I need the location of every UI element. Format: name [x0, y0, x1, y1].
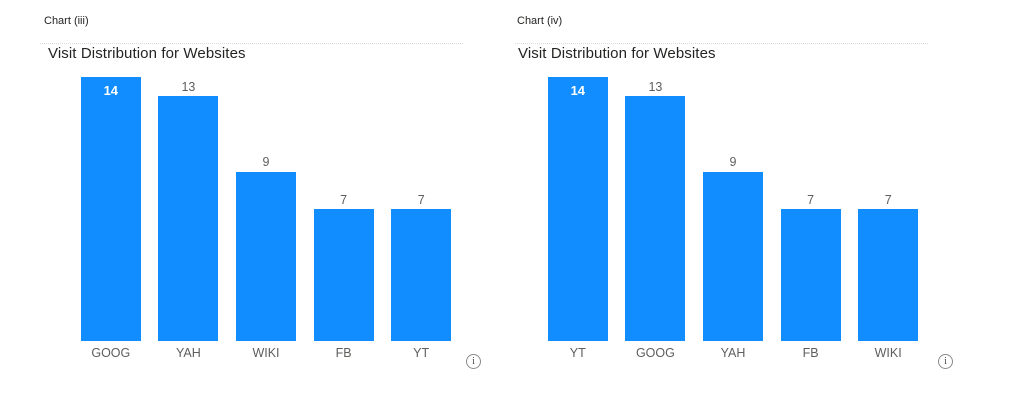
bar-wiki[interactable] — [235, 171, 296, 341]
bar-slot-goog: 14 — [72, 68, 150, 341]
info-icon[interactable]: i — [466, 354, 481, 369]
bar-goog[interactable]: 14 — [80, 77, 141, 341]
bar-wiki[interactable] — [858, 209, 919, 341]
x-axis-label-wiki: WIKI — [874, 346, 902, 360]
data-label: 14 — [103, 83, 119, 99]
bar-slot-goog: 13 — [617, 68, 695, 341]
chart-iii-title: Visit Distribution for Websites — [48, 45, 246, 62]
bar-fb[interactable] — [313, 209, 374, 341]
x-axis-label-goog: GOOG — [635, 346, 675, 360]
bar-goog[interactable] — [625, 96, 686, 341]
chart-iv-caption: Chart (iv) — [517, 15, 563, 27]
bar-fb[interactable] — [780, 209, 841, 341]
bar-yah[interactable] — [702, 171, 763, 341]
bar-slot-yah: 13 — [150, 68, 228, 341]
bar-slot-yah: 9 — [694, 68, 772, 341]
x-axis-label-wiki: WIKI — [252, 346, 280, 360]
data-label: 7 — [807, 192, 815, 207]
data-label: 7 — [340, 192, 348, 207]
chart-iv-plot-area: 14 13 9 7 7 — [539, 68, 927, 341]
bar-slot-wiki: 9 — [227, 68, 305, 341]
bar-slot-yt: 14 — [539, 68, 617, 341]
bar-yah[interactable] — [158, 96, 219, 341]
bar-slot-wiki: 7 — [849, 68, 927, 341]
x-axis-label-yt: YT — [413, 346, 430, 360]
chart-iii-plot-area: 14 13 9 7 7 — [72, 68, 460, 341]
data-label: 7 — [417, 192, 425, 207]
bar-slot-fb: 7 — [772, 68, 850, 341]
chart-iv-x-axis: YT GOOG YAH FB WIKI — [539, 346, 927, 360]
data-label: 14 — [570, 83, 586, 99]
x-axis-label-goog: GOOG — [91, 346, 131, 360]
x-axis-label-fb: FB — [335, 346, 352, 360]
x-axis-label-fb: FB — [802, 346, 819, 360]
data-label: 7 — [884, 192, 892, 207]
data-label: 9 — [729, 155, 737, 170]
data-label: 13 — [648, 79, 663, 94]
bar-slot-fb: 7 — [305, 68, 383, 341]
divider — [515, 43, 928, 44]
chart-iii-panel: Chart (iii) Visit Distribution for Websi… — [40, 0, 510, 409]
divider — [40, 43, 463, 44]
x-axis-label-yt: YT — [569, 346, 586, 360]
chart-iii-x-axis: GOOG YAH WIKI FB YT — [72, 346, 460, 360]
chart-iv-title: Visit Distribution for Websites — [518, 45, 716, 62]
bar-slot-yt: 7 — [382, 68, 460, 341]
bar-yt[interactable] — [391, 209, 452, 341]
chart-iii-caption: Chart (iii) — [44, 15, 89, 27]
data-label: 9 — [262, 155, 270, 170]
bar-yt[interactable]: 14 — [547, 77, 608, 341]
data-label: 13 — [181, 79, 196, 94]
x-axis-label-yah: YAH — [176, 346, 201, 360]
info-icon[interactable]: i — [938, 354, 953, 369]
chart-iv-panel: Chart (iv) Visit Distribution for Websit… — [512, 0, 990, 409]
x-axis-label-yah: YAH — [720, 346, 746, 360]
